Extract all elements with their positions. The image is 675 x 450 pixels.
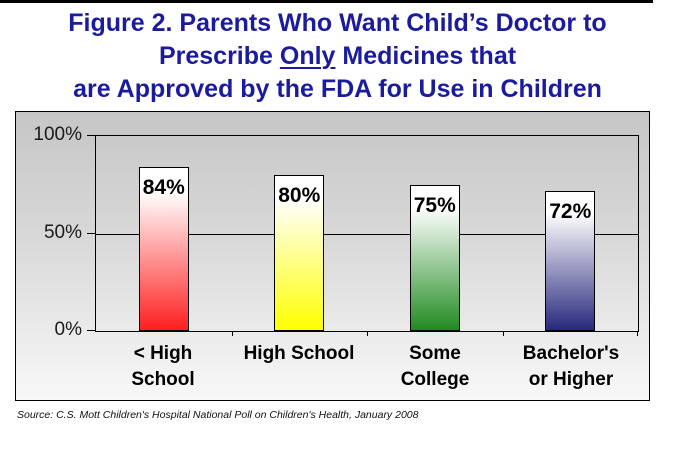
title-line-1: Figure 2. Parents Who Want Child’s Docto… bbox=[68, 9, 607, 37]
x-tickmark-1 bbox=[231, 331, 233, 336]
y-tick-label-0: 0% bbox=[54, 319, 82, 340]
title-line-2-post: Medicines that bbox=[335, 42, 517, 70]
bar-slot-1: 80% bbox=[232, 136, 368, 331]
x-tickmark-3 bbox=[502, 331, 504, 336]
title-line-2-pre: Prescribe bbox=[158, 42, 280, 70]
x-tickmark-4 bbox=[637, 331, 638, 336]
bars-row: 84% 80% 75% 72% bbox=[96, 136, 638, 331]
bar-slot-3: 72% bbox=[503, 136, 639, 331]
bar-value-label-0: 84% bbox=[142, 176, 185, 200]
bar-3: 72% bbox=[545, 190, 596, 331]
bar-1: 80% bbox=[274, 175, 325, 331]
x-axis-label-0: < High School bbox=[131, 343, 195, 390]
y-tickmark-0 bbox=[87, 330, 95, 331]
bar-value-label-2: 75% bbox=[413, 193, 456, 217]
bar-2: 75% bbox=[409, 184, 460, 331]
figure-title: Figure 2. Parents Who Want Child’s Docto… bbox=[0, 7, 675, 106]
title-word-only-underlined: Only bbox=[279, 42, 336, 70]
x-axis-label-2: Some College bbox=[400, 343, 470, 390]
y-tickmark-50 bbox=[87, 233, 95, 234]
bar-value-label-3: 72% bbox=[549, 199, 592, 223]
x-tickmark-2 bbox=[367, 331, 368, 336]
plot-area: 84% 80% 75% 72% bbox=[95, 135, 639, 336]
y-tick-label-100: 100% bbox=[33, 124, 82, 145]
top-border-rule bbox=[0, 0, 653, 3]
x-labels-row: < High School High School Some College Bach… bbox=[95, 341, 639, 393]
bar-value-label-1: 80% bbox=[278, 184, 321, 207]
title-line-3: are Approved by the FDA for Use in Child… bbox=[73, 75, 602, 103]
source-note: Source: C.S. Mott Children's Hospital Na… bbox=[17, 409, 419, 421]
x-axis-label-3: Bachelor's or Higher bbox=[522, 343, 620, 390]
bar-0: 84% bbox=[138, 167, 189, 331]
bar-slot-2: 75% bbox=[367, 136, 503, 331]
x-axis-label-1: High School bbox=[243, 343, 355, 364]
y-tick-label-50: 50% bbox=[43, 222, 82, 243]
chart-frame: 100% 50% 0% 84% 80% 75% 72% < High School Hi… bbox=[15, 111, 650, 401]
title-line-2: Prescribe Only Medicines that bbox=[0, 40, 675, 73]
gridline-50-percent bbox=[96, 233, 638, 235]
y-tickmark-100 bbox=[87, 135, 95, 136]
bar-slot-0: 84% bbox=[96, 136, 232, 331]
